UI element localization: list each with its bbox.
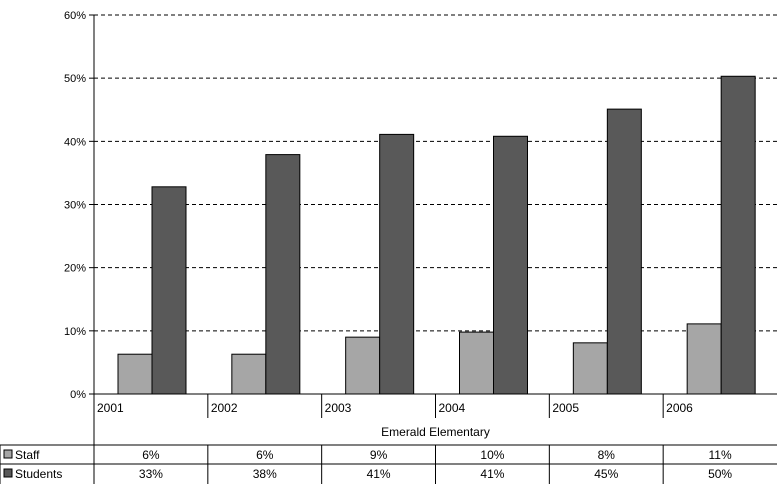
y-tick-label: 0%: [70, 389, 86, 401]
table-value-students: 33%: [139, 467, 163, 481]
x-axis: 2001 2002 2003 2004 2005 2006 Emerald Elementa…: [93, 15, 777, 484]
category-label: 2006: [666, 401, 693, 415]
bar-staff-2006: [686, 323, 722, 395]
legend-label-students: Students: [15, 467, 62, 481]
bars: [117, 75, 756, 395]
table-value-staff: 6%: [256, 448, 274, 462]
table-value-staff: 8%: [598, 448, 616, 462]
bar-staff-2002: [231, 353, 267, 395]
category-label: 2001: [97, 401, 124, 415]
category-label: 2004: [439, 401, 466, 415]
y-tick-label: 30%: [64, 200, 86, 212]
legend-swatch-staff: [3, 449, 13, 459]
category-label: 2003: [325, 401, 352, 415]
bar-staff-2004: [459, 331, 494, 395]
table-value-students: 50%: [708, 467, 732, 481]
table-value-students: 45%: [594, 467, 618, 481]
bar-staff-2005: [572, 342, 608, 395]
y-axis: 0% 10% 20% 30% 40% 50% 60%: [64, 10, 94, 401]
legend-swatch-students: [3, 468, 13, 478]
table-value-students: 41%: [367, 467, 391, 481]
y-tick-label: 50%: [64, 73, 86, 85]
category-label: 2002: [211, 401, 238, 415]
data-table: Staff 6% 6% 9% 10% 8% 11% Students 33% 38% 41% 41% 4…: [0, 444, 777, 484]
bar-staff-2003: [345, 336, 381, 395]
y-tick-label: 60%: [64, 10, 86, 22]
legend-label-staff: Staff: [15, 448, 40, 462]
bar-students-2004: [493, 135, 528, 395]
y-tick-label: 40%: [64, 136, 86, 148]
bar-staff-2001: [117, 353, 153, 395]
group-label: Emerald Elementary: [381, 425, 490, 439]
bar-students-2002: [265, 154, 301, 395]
y-tick-label: 10%: [64, 326, 86, 338]
table-value-staff: 9%: [370, 448, 388, 462]
category-label: 2005: [552, 401, 579, 415]
table-value-staff: 6%: [142, 448, 160, 462]
table-value-students: 38%: [253, 467, 277, 481]
table-value-staff: 10%: [480, 448, 504, 462]
gridlines: [94, 14, 777, 332]
table-value-staff: 11%: [709, 448, 732, 462]
bar-students-2005: [606, 108, 642, 395]
bar-students-2003: [379, 133, 415, 395]
table-value-students: 41%: [480, 467, 504, 481]
bar-students-2006: [720, 75, 756, 395]
y-tick-label: 20%: [64, 263, 86, 275]
bar-students-2001: [151, 186, 187, 395]
